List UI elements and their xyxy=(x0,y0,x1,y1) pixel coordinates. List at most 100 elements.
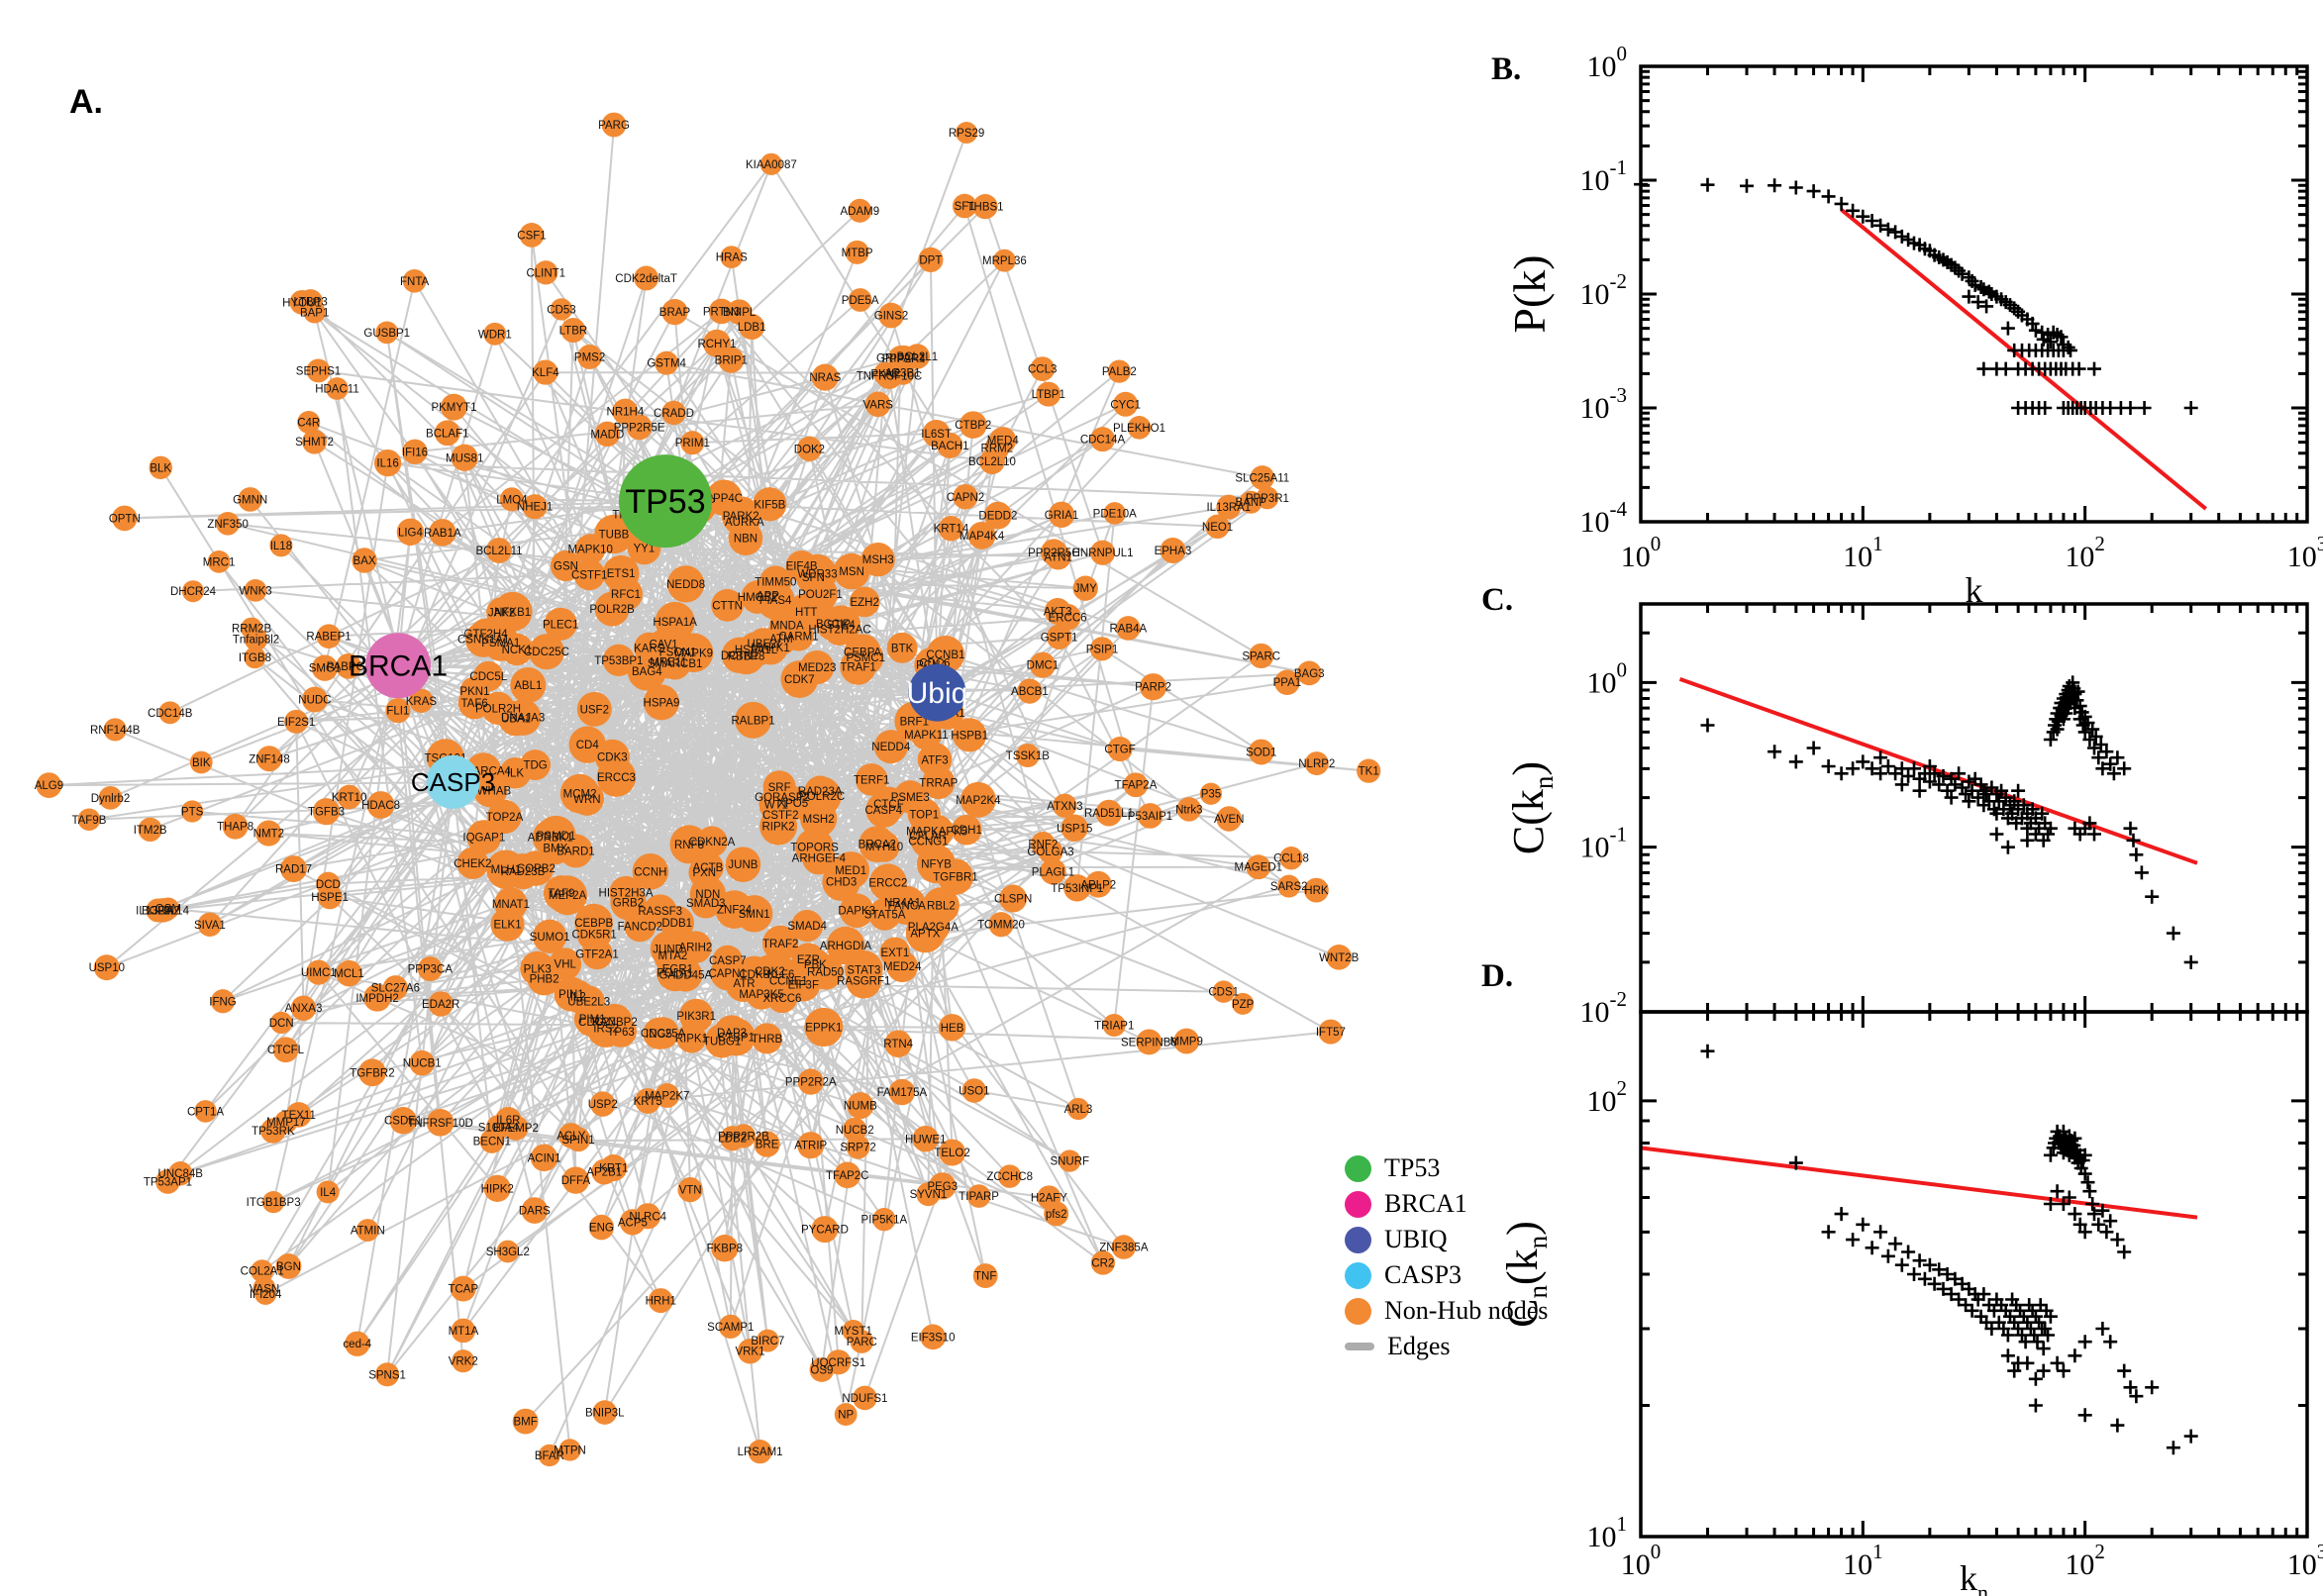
hub-brca1 xyxy=(365,633,431,699)
network-node xyxy=(661,400,686,426)
network-node xyxy=(848,288,872,312)
node-label: TGFB3 xyxy=(308,807,345,819)
node-label: ERCC3 xyxy=(597,772,636,784)
node-label: EDA2R xyxy=(422,999,459,1011)
network-node xyxy=(197,912,223,937)
node-label: S100A4 xyxy=(478,1122,520,1134)
node-label: NLRP2 xyxy=(1298,758,1335,770)
network-node xyxy=(1256,486,1279,510)
node-label: ARL3 xyxy=(1064,1104,1093,1116)
node-label: STAT3 xyxy=(847,964,880,976)
network-node xyxy=(922,765,956,800)
y-axis-label: Cn(kn) xyxy=(1498,1221,1553,1328)
node-label: BCL2L10 xyxy=(968,456,1016,468)
node-label: BLK xyxy=(150,462,171,474)
node-label: BIK xyxy=(192,757,211,769)
node-label: CDC27 xyxy=(578,1017,616,1029)
network-node xyxy=(626,414,653,441)
panel-label-c: C. xyxy=(1481,582,1514,618)
network-node xyxy=(559,773,600,814)
network-node xyxy=(594,421,621,448)
node-label: SFN xyxy=(802,572,825,584)
node-label: TP53RK xyxy=(252,1126,295,1138)
network-node xyxy=(839,893,874,929)
network-node xyxy=(366,791,395,819)
node-label: HDAC11 xyxy=(315,384,359,396)
network-node xyxy=(385,698,411,724)
node-label: TNF xyxy=(974,1271,996,1283)
network-node xyxy=(888,1078,916,1106)
node-label: P35 xyxy=(1201,789,1221,801)
network-node xyxy=(762,925,799,961)
network-node xyxy=(255,820,282,847)
node-label: STAT5A xyxy=(864,909,906,921)
node-label: SYVN1 xyxy=(910,1189,948,1201)
node-label: APTX xyxy=(910,929,940,941)
node-label: SEPHS1 xyxy=(296,365,341,377)
network-node xyxy=(244,578,267,602)
network-node xyxy=(1095,799,1123,827)
node-label: GTF2H4 xyxy=(464,629,509,641)
network-node xyxy=(736,955,773,993)
node-label: KRT1 xyxy=(599,1163,628,1175)
network-node xyxy=(429,519,456,547)
node-label: RBL2 xyxy=(927,901,956,913)
node-label: GRIA1 xyxy=(1045,510,1079,522)
node-label: HNRNPUL1 xyxy=(1072,548,1134,559)
node-label: COL2A1 xyxy=(241,1266,284,1278)
node-label: BMF xyxy=(514,1417,538,1429)
network-node xyxy=(274,1110,298,1134)
node-label: XRCC6 xyxy=(762,993,801,1005)
node-label: PYCARD xyxy=(801,1225,849,1237)
network-node xyxy=(1357,758,1381,783)
node-label: ERCC6 xyxy=(1049,612,1087,624)
node-label: CDC14A xyxy=(1080,435,1126,447)
hub-ubiq-label: Ubiq xyxy=(907,677,968,710)
node-label: FAM175A xyxy=(877,1087,928,1099)
legend-label: UBIQ xyxy=(1384,1225,1448,1253)
node-label: PLEKHO1 xyxy=(1113,423,1165,435)
node-label: JMY xyxy=(1074,583,1097,595)
network-node xyxy=(336,959,362,987)
axis-ticks xyxy=(1639,602,2309,1014)
node-label: ERCC2 xyxy=(868,877,907,889)
node-label: NUMB xyxy=(844,1101,877,1113)
node-label: AP3B1 xyxy=(885,368,921,380)
node-label: CDC5L xyxy=(469,671,507,683)
node-label: TGFBR2 xyxy=(350,1067,394,1079)
node-label: HIST2H2AC xyxy=(808,625,870,637)
network-node xyxy=(251,1259,274,1283)
node-label: PPP4C xyxy=(705,493,743,505)
network-node xyxy=(149,455,172,480)
node-label: MAP2K7 xyxy=(645,1090,689,1102)
node-label: PPP3CA xyxy=(408,964,454,976)
network-node xyxy=(588,1214,615,1241)
network-node xyxy=(988,912,1014,938)
node-label: BCL2L1 xyxy=(897,351,939,363)
node-label: POLR2B xyxy=(589,604,635,616)
network-node xyxy=(574,534,606,564)
network-node xyxy=(302,429,327,454)
node-label: MLH1 xyxy=(491,864,522,876)
node-label: NLRC4 xyxy=(629,1211,666,1223)
node-label: KIF5B xyxy=(754,499,785,511)
network-node xyxy=(809,1357,835,1382)
network-node xyxy=(702,329,731,357)
network-node xyxy=(1274,669,1300,695)
node-label: YWHAB xyxy=(469,785,512,797)
node-label: NEDD8 xyxy=(666,579,705,591)
node-label: CDK2 xyxy=(755,966,785,978)
node-label: UBE2L3 xyxy=(567,997,610,1009)
node-label: SRP72 xyxy=(840,1143,875,1154)
node-label: PHB2 xyxy=(530,973,559,985)
node-label: SRF xyxy=(768,782,791,794)
node-label: TNFRSF10D xyxy=(407,1118,472,1130)
network-node xyxy=(1326,944,1353,970)
node-label: HRH1 xyxy=(646,1296,676,1308)
node-label: EXT1 xyxy=(880,948,909,959)
node-label: CR2 xyxy=(1091,1257,1114,1269)
node-label: ITGB8 xyxy=(239,652,271,664)
network-node xyxy=(1303,877,1329,903)
network-node xyxy=(269,1011,293,1035)
network-node xyxy=(1277,874,1301,898)
